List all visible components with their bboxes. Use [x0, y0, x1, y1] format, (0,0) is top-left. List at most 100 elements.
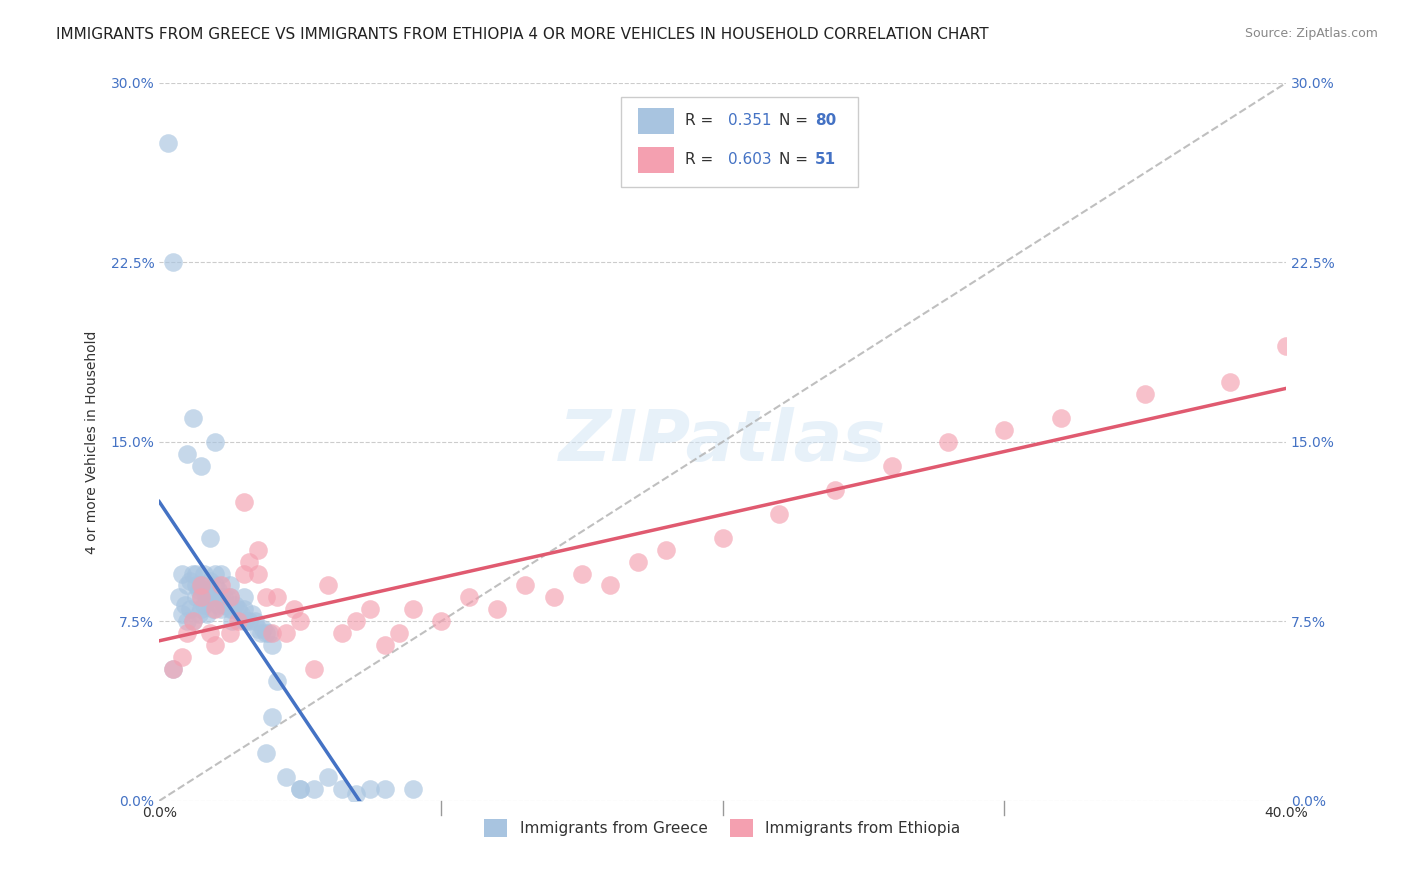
- Point: [344, 787, 367, 801]
- Point: [240, 607, 263, 622]
- Point: [1219, 375, 1241, 389]
- Point: [209, 591, 232, 605]
- Text: R =: R =: [685, 153, 718, 168]
- Point: [176, 626, 198, 640]
- Point: [936, 434, 959, 449]
- Point: [209, 578, 232, 592]
- Point: [226, 615, 249, 629]
- Point: [232, 591, 254, 605]
- Point: [209, 566, 232, 581]
- Point: [190, 591, 212, 605]
- Point: [274, 770, 297, 784]
- Point: [201, 602, 224, 616]
- Point: [246, 622, 269, 636]
- Point: [190, 591, 212, 605]
- Point: [176, 447, 198, 461]
- Point: [184, 591, 207, 605]
- Point: [218, 578, 240, 592]
- Point: [254, 591, 277, 605]
- Point: [218, 591, 240, 605]
- Point: [430, 615, 453, 629]
- Point: [571, 566, 593, 581]
- Point: [187, 583, 209, 598]
- Point: [179, 602, 201, 616]
- Point: [599, 578, 621, 592]
- Point: [193, 566, 215, 581]
- Point: [257, 626, 280, 640]
- Point: [288, 781, 311, 796]
- Point: [1133, 387, 1156, 401]
- Text: IMMIGRANTS FROM GREECE VS IMMIGRANTS FROM ETHIOPIA 4 OR MORE VEHICLES IN HOUSEHO: IMMIGRANTS FROM GREECE VS IMMIGRANTS FRO…: [56, 27, 988, 42]
- Point: [162, 255, 184, 269]
- Point: [330, 626, 353, 640]
- Text: 0.603: 0.603: [728, 153, 772, 168]
- Point: [344, 615, 367, 629]
- Point: [260, 626, 283, 640]
- Point: [193, 583, 215, 598]
- Point: [204, 591, 226, 605]
- Point: [711, 531, 734, 545]
- Text: N =: N =: [779, 113, 813, 128]
- Point: [218, 602, 240, 616]
- Point: [184, 578, 207, 592]
- Point: [260, 710, 283, 724]
- Point: [266, 591, 288, 605]
- Point: [162, 662, 184, 676]
- Point: [190, 458, 212, 473]
- Point: [218, 591, 240, 605]
- Point: [246, 542, 269, 557]
- Point: [181, 615, 204, 629]
- Point: [359, 781, 381, 796]
- Text: ZIPatlas: ZIPatlas: [560, 408, 886, 476]
- Point: [181, 411, 204, 425]
- Point: [515, 578, 537, 592]
- Point: [249, 626, 271, 640]
- Point: [402, 602, 425, 616]
- Point: [316, 578, 339, 592]
- Point: [176, 615, 198, 629]
- Point: [198, 531, 221, 545]
- Point: [187, 607, 209, 622]
- Point: [190, 602, 212, 616]
- Point: [224, 598, 246, 612]
- Point: [486, 602, 509, 616]
- Point: [193, 598, 215, 612]
- Point: [204, 638, 226, 652]
- Point: [184, 566, 207, 581]
- Bar: [638, 108, 673, 134]
- Point: [204, 566, 226, 581]
- Point: [824, 483, 846, 497]
- Point: [359, 602, 381, 616]
- Point: [156, 136, 179, 150]
- Point: [195, 607, 218, 622]
- Point: [274, 626, 297, 640]
- Point: [181, 566, 204, 581]
- Point: [209, 602, 232, 616]
- Point: [204, 602, 226, 616]
- Point: [288, 615, 311, 629]
- Point: [1049, 411, 1071, 425]
- Point: [246, 566, 269, 581]
- Text: R =: R =: [685, 113, 718, 128]
- Point: [373, 638, 395, 652]
- Point: [252, 622, 274, 636]
- Point: [204, 434, 226, 449]
- Point: [238, 615, 260, 629]
- Point: [212, 591, 235, 605]
- Point: [254, 626, 277, 640]
- Point: [170, 566, 193, 581]
- Bar: [638, 147, 673, 173]
- Point: [373, 781, 395, 796]
- Text: 80: 80: [815, 113, 837, 128]
- Point: [235, 615, 257, 629]
- Point: [226, 602, 249, 616]
- Point: [458, 591, 481, 605]
- Point: [880, 458, 903, 473]
- Point: [388, 626, 411, 640]
- Point: [198, 583, 221, 598]
- Text: 51: 51: [815, 153, 837, 168]
- Point: [543, 591, 565, 605]
- Point: [195, 591, 218, 605]
- Point: [207, 583, 229, 598]
- Point: [190, 578, 212, 592]
